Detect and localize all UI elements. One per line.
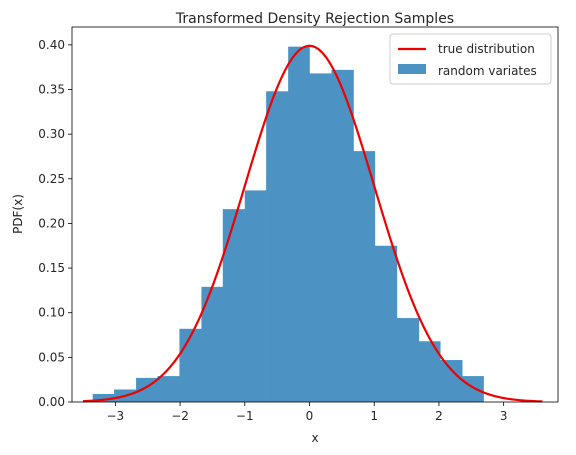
- y-tick-label: 0.35: [38, 83, 65, 97]
- legend-bar-swatch: [398, 64, 426, 74]
- y-tick-label: 0.15: [38, 261, 65, 275]
- legend-label-hist: random variates: [438, 64, 537, 78]
- legend: true distribution random variates: [389, 33, 552, 85]
- y-tick-label: 0.40: [38, 38, 65, 52]
- y-axis-ticks: 0.00 0.05 0.10 0.15 0.20 0.25 0.30 0.35 0.40: [38, 38, 72, 409]
- histogram-bar: [396, 318, 420, 402]
- x-tick-label: −3: [107, 409, 125, 423]
- histogram-bar: [374, 245, 398, 402]
- histogram-bar: [244, 190, 267, 402]
- y-tick-label: 0.25: [38, 172, 65, 186]
- y-tick-label: 0.20: [38, 216, 65, 230]
- chart-title: Transformed Density Rejection Samples: [175, 11, 454, 27]
- y-tick-label: 0.05: [38, 350, 65, 364]
- histogram-bars: [92, 46, 484, 403]
- x-tick-label: 2: [435, 409, 443, 423]
- x-tick-label: −1: [236, 409, 254, 423]
- x-tick-label: 3: [500, 409, 508, 423]
- y-axis-label: PDF(x): [11, 194, 25, 234]
- pdf-curve-group: [82, 44, 543, 403]
- histogram-bar: [288, 46, 310, 403]
- x-tick-label: 1: [370, 409, 378, 423]
- x-tick-label: −2: [171, 409, 189, 423]
- histogram-bar: [157, 376, 180, 402]
- histogram-bar: [201, 286, 224, 402]
- histogram-bar: [92, 393, 115, 402]
- histogram-bar: [266, 91, 289, 403]
- histogram-bar: [331, 69, 354, 402]
- legend-box: [389, 33, 552, 85]
- histogram-bar: [418, 341, 441, 402]
- y-tick-label: 0.00: [38, 395, 65, 409]
- plot-frame: [71, 26, 559, 403]
- legend-label-line: true distribution: [438, 42, 535, 56]
- histogram-bar: [353, 151, 376, 402]
- y-tick-label: 0.10: [38, 306, 65, 320]
- x-axis-ticks: −3 −2 −1 0 1 2 3: [107, 402, 508, 423]
- pdf-curve: [82, 44, 543, 403]
- x-axis-label: x: [311, 431, 318, 445]
- histogram-bar: [179, 328, 202, 402]
- histogram-bar: [309, 73, 332, 402]
- y-tick-label: 0.30: [38, 127, 65, 141]
- histogram-bar: [440, 360, 463, 402]
- x-tick-label: 0: [306, 409, 314, 423]
- histogram-bar: [462, 376, 484, 402]
- histogram-bar: [222, 209, 246, 402]
